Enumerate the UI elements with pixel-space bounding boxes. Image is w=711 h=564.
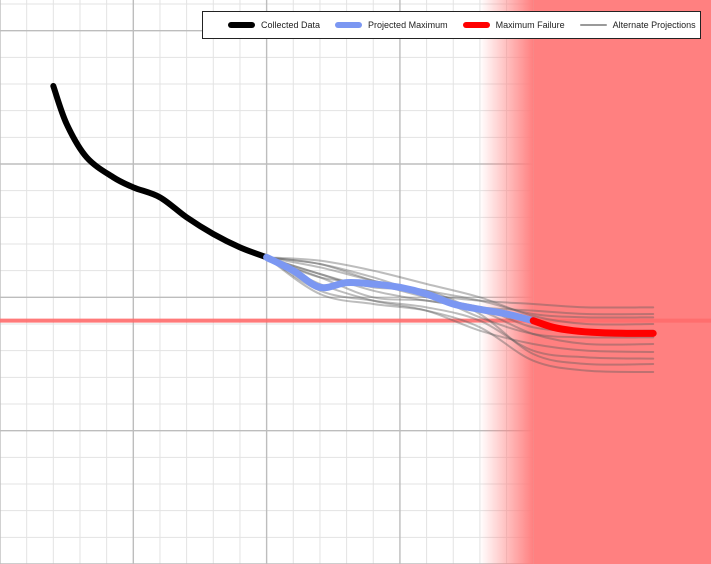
legend-item-failure: Maximum Failure xyxy=(462,20,565,30)
alternate-projection-line xyxy=(265,256,655,326)
failure-zone-solid xyxy=(533,0,711,564)
alternate-projection-line xyxy=(265,256,655,373)
legend: Collected Data Projected Maximum Maximum… xyxy=(202,11,701,39)
projected-series-line xyxy=(263,253,537,325)
legend-swatch-collected xyxy=(228,22,255,28)
legend-item-collected: Collected Data xyxy=(228,20,320,30)
legend-label-collected: Collected Data xyxy=(261,20,321,30)
legend-swatch-projected xyxy=(335,22,363,28)
legend-label-projected: Projected Maximum xyxy=(368,20,448,30)
collected-series-line xyxy=(50,83,270,261)
main-series xyxy=(50,83,657,337)
legend-label-alternate: Alternate Projections xyxy=(612,20,696,30)
legend-label-failure: Maximum Failure xyxy=(495,20,565,30)
legend-swatch-alternate xyxy=(579,24,607,26)
legend-item-projected: Projected Maximum xyxy=(335,20,448,30)
failure-zone xyxy=(479,0,711,564)
alternate-projection-line xyxy=(265,256,655,309)
legend-item-alternate: Alternate Projections xyxy=(579,20,696,30)
failure-series-line xyxy=(529,317,657,337)
failure-zone-gradient xyxy=(479,0,534,564)
legend-swatch-failure xyxy=(462,22,490,28)
alternate-projection-line xyxy=(265,256,655,360)
alternate-projection-line xyxy=(265,256,655,319)
